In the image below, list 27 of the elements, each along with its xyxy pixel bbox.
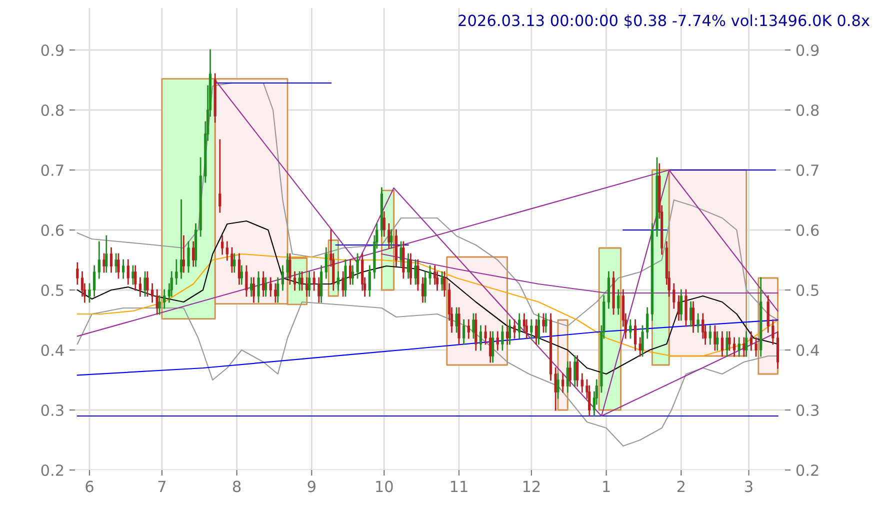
y-tick-label: 0.9 xyxy=(41,44,64,56)
y2-tick-label: 0.2 xyxy=(796,464,818,476)
y-tick-label: 0.2 xyxy=(41,464,64,476)
x-tick-label: 3 xyxy=(745,480,752,492)
y-tick-label: 0.7 xyxy=(41,164,64,176)
y-tick-label: 0.5 xyxy=(41,284,64,296)
x-tick-label: 2 xyxy=(677,480,684,492)
x-tick-label: 12 xyxy=(523,480,540,492)
y2-tick-label: 0.7 xyxy=(796,164,818,176)
x-tick-label: 8 xyxy=(232,480,241,492)
x-tick-label: 6 xyxy=(86,480,94,492)
y2-tick-label: 0.4 xyxy=(796,344,819,356)
x-tick-label: 7 xyxy=(158,480,166,492)
y2-tick-label: 0.8 xyxy=(796,104,819,116)
y2-tick-label: 0.5 xyxy=(796,284,818,296)
x-tick-label: 1 xyxy=(603,480,610,492)
y-tick-label: 0.3 xyxy=(41,404,64,416)
y2-tick-label: 0.6 xyxy=(796,224,819,236)
chart-title: 2026.03.13 00:00:00 $0.38 -7.74% vol:13496.0K 0.8x xyxy=(458,14,870,28)
x-tick-label: 9 xyxy=(308,480,316,492)
x-tick-label: 11 xyxy=(450,480,468,492)
y2-tick-label: 0.3 xyxy=(796,404,818,416)
y2-tick-label: 0.9 xyxy=(796,44,819,56)
y-tick-label: 0.4 xyxy=(41,344,64,356)
y-tick-label: 0.8 xyxy=(41,104,64,116)
y-tick-label: 0.6 xyxy=(41,224,64,236)
x-tick-label: 10 xyxy=(376,480,393,492)
